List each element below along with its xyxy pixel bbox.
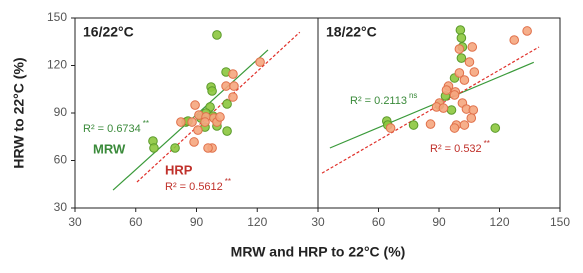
data-point [467,42,478,52]
data-point [449,90,460,100]
significance-label: ** [225,177,231,186]
data-point [207,86,217,96]
data-point [522,26,532,36]
data-point [187,117,197,127]
plot-frame [317,17,561,209]
data-point [189,137,199,147]
data-point [408,120,419,130]
data-point [221,81,231,91]
x-tick-label: 120 [247,215,267,229]
y-tick-label: 120 [47,58,67,72]
data-point [149,143,159,153]
x-tick-label: 120 [489,215,509,229]
y-axis-label: HRW to 22°C (%) [11,57,27,168]
x-tick-label: 30 [311,215,325,229]
data-point [222,126,232,136]
data-point [464,57,475,67]
data-point [228,92,238,102]
data-point [229,81,239,91]
significance-label: ** [484,139,490,148]
data-point [456,53,467,63]
x-tick-label: 60 [129,215,143,229]
data-point [454,68,465,78]
data-point [446,105,457,115]
r-squared-label: R² = 0.6734 [83,123,141,135]
x-tick-label: 90 [190,215,204,229]
trend-line [329,61,535,149]
data-point [466,113,477,123]
data-point [193,125,203,135]
data-point [441,85,452,95]
trend-line [321,46,540,174]
series-label: HRP [165,162,193,177]
data-point [509,35,520,45]
data-point [425,119,436,129]
trend-line [136,31,301,183]
data-point [203,143,213,153]
data-point [459,75,470,85]
data-point [468,105,479,115]
data-point [222,99,232,109]
data-point [212,30,222,40]
y-tick-label: 60 [54,153,68,167]
r-squared-label: R² = 0.5612 [165,181,223,193]
data-point [469,67,480,77]
x-axis-label: MRW and HRP to 22°C (%) [231,244,406,260]
series-label: MRW [93,141,126,156]
data-point [459,120,470,130]
r-squared-label: R² = 0.2113 [350,95,407,107]
data-point [215,112,225,122]
data-point [455,25,466,35]
data-point [255,57,265,67]
data-point [454,44,465,54]
y-tick-label: 150 [47,10,67,24]
y-tick-label: 90 [54,105,68,119]
data-point [385,123,396,133]
data-point [176,117,186,127]
x-tick-label: 90 [432,215,446,229]
data-point [200,117,210,127]
data-point [228,69,238,79]
r-squared-label: R² = 0.532 [430,143,482,155]
x-tick-label: 30 [68,215,82,229]
data-point [438,103,449,113]
x-tick-label: 150 [550,215,570,229]
data-point [170,143,180,153]
panel-title: 16/22°C [83,24,134,40]
data-point [190,100,200,110]
data-point [490,123,501,133]
data-point [449,123,460,133]
significance-label: ns [409,91,417,100]
y-tick-label: 30 [54,200,68,214]
panel-title: 18/22°C [326,24,377,40]
significance-label: ** [143,119,149,128]
data-point [456,33,467,43]
x-tick-label: 60 [372,215,386,229]
